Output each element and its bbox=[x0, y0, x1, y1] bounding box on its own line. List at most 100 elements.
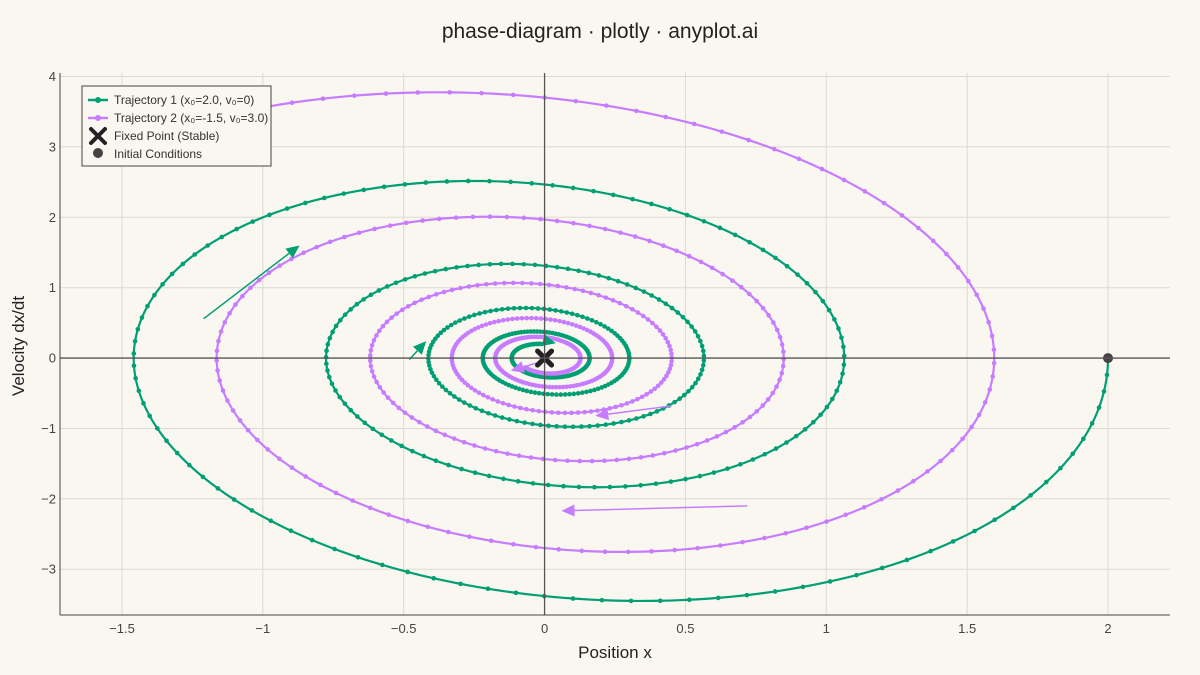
legend-item-fixed-point[interactable]: Fixed Point (Stable) bbox=[89, 127, 219, 145]
arrow-head bbox=[510, 361, 525, 373]
trajectory-point bbox=[169, 271, 175, 277]
trajectory-markers bbox=[119, 90, 997, 555]
trajectory-point bbox=[989, 333, 995, 339]
trajectory-point bbox=[329, 381, 335, 387]
legend-swatch-marker bbox=[95, 115, 101, 121]
trajectory-point bbox=[513, 385, 518, 391]
trajectory-point bbox=[638, 482, 644, 488]
trajectory-point bbox=[668, 347, 673, 353]
trajectory-point bbox=[387, 223, 393, 228]
trajectory-2 bbox=[119, 90, 997, 555]
trajectory-point bbox=[579, 424, 584, 429]
trajectory-point bbox=[771, 146, 777, 152]
trajectory-point bbox=[698, 372, 703, 377]
trajectory-point bbox=[841, 362, 847, 368]
trajectory-point bbox=[661, 243, 666, 249]
legend-item-trajectory-1[interactable]: Trajectory 1 (x₀=2.0, v₀=0) bbox=[88, 93, 254, 107]
trajectory-point bbox=[505, 317, 511, 322]
trajectory-point bbox=[987, 387, 993, 392]
trajectory-point bbox=[784, 263, 790, 269]
trajectory-point bbox=[610, 298, 616, 303]
trajectory-point bbox=[861, 505, 867, 510]
trajectory-point bbox=[530, 421, 535, 427]
trajectory-point bbox=[610, 192, 616, 198]
trajectory-point bbox=[697, 473, 703, 479]
trajectory-point bbox=[562, 410, 568, 416]
trajectory-point bbox=[747, 291, 752, 297]
trajectory-point bbox=[219, 234, 225, 240]
trajectory-point bbox=[466, 314, 472, 319]
trajectory-point bbox=[558, 392, 564, 397]
legend-item-initial-conditions[interactable]: Initial Conditions bbox=[93, 147, 202, 161]
trajectory-point bbox=[760, 403, 766, 408]
trajectory-point bbox=[501, 280, 507, 286]
trajectory-point bbox=[1089, 421, 1095, 426]
trajectory-point bbox=[379, 432, 385, 438]
trajectory-point bbox=[327, 374, 332, 380]
legend-label: Trajectory 1 (x₀=2.0, v₀=0) bbox=[114, 93, 254, 107]
trajectory-point bbox=[456, 397, 462, 402]
trajectory-point bbox=[348, 307, 354, 312]
trajectory-point bbox=[265, 447, 271, 452]
trajectory-point bbox=[650, 320, 655, 326]
trajectory-point bbox=[826, 307, 832, 313]
trajectory-point bbox=[510, 280, 516, 286]
trajectory-point bbox=[441, 289, 447, 295]
trajectory-point bbox=[459, 466, 464, 472]
trajectory-point bbox=[327, 239, 333, 245]
trajectory-point bbox=[592, 387, 597, 393]
trajectory-point bbox=[747, 239, 752, 245]
trajectory-point bbox=[795, 272, 800, 277]
trajectory-point bbox=[619, 402, 624, 408]
trajectory-point bbox=[976, 412, 982, 418]
trajectory-point bbox=[717, 225, 723, 231]
trajectory-point bbox=[487, 320, 493, 326]
legend-item-trajectory-2[interactable]: Trajectory 2 (x₀=-1.5, v₀=3.0) bbox=[88, 111, 268, 125]
trajectory-point bbox=[580, 314, 585, 320]
trajectory-point bbox=[433, 428, 439, 434]
trajectory-point bbox=[499, 415, 505, 420]
trajectory-point bbox=[442, 432, 448, 438]
legend-label: Fixed Point (Stable) bbox=[114, 129, 219, 143]
trajectory-point bbox=[594, 319, 599, 325]
trajectory-point bbox=[289, 465, 295, 471]
trajectory-point bbox=[552, 457, 558, 463]
trajectory-point bbox=[582, 409, 587, 415]
trajectory-point bbox=[598, 321, 603, 327]
trajectory-point bbox=[602, 458, 607, 464]
trajectory-point bbox=[667, 206, 672, 212]
trajectory-point bbox=[567, 391, 572, 397]
trajectory-point bbox=[548, 317, 553, 322]
trajectory-point bbox=[141, 401, 146, 406]
trajectory-point bbox=[522, 420, 527, 425]
trajectory-point bbox=[215, 486, 221, 491]
trajectory-point bbox=[804, 281, 810, 286]
trajectory-point bbox=[214, 358, 219, 363]
trajectory-point bbox=[774, 384, 779, 389]
trajectory-point bbox=[725, 466, 730, 471]
trajectory-point bbox=[645, 317, 651, 322]
trajectory-point bbox=[377, 328, 382, 334]
trajectory-point bbox=[628, 598, 634, 604]
trajectory-point bbox=[635, 310, 641, 315]
trajectory-point bbox=[960, 436, 965, 442]
trajectory-point bbox=[701, 218, 707, 224]
trajectory-point bbox=[266, 270, 272, 276]
trajectory-point bbox=[205, 243, 210, 248]
trajectory-point bbox=[950, 539, 956, 544]
trajectory-point bbox=[584, 389, 589, 395]
trajectory-point bbox=[746, 137, 751, 143]
trajectory-point bbox=[607, 406, 613, 411]
trajectory-point bbox=[648, 389, 654, 394]
trajectory-point bbox=[429, 370, 435, 375]
trajectory-point bbox=[827, 579, 833, 584]
trajectory-point bbox=[672, 399, 677, 405]
trajectory-point bbox=[572, 286, 578, 292]
trajectory-point bbox=[605, 326, 611, 331]
trajectory-point bbox=[495, 399, 501, 404]
trajectory-point bbox=[1081, 436, 1086, 442]
trajectory-point bbox=[895, 488, 901, 493]
trajectory-point bbox=[483, 322, 489, 327]
arrow-head bbox=[561, 504, 575, 517]
trajectory-point bbox=[390, 400, 396, 406]
